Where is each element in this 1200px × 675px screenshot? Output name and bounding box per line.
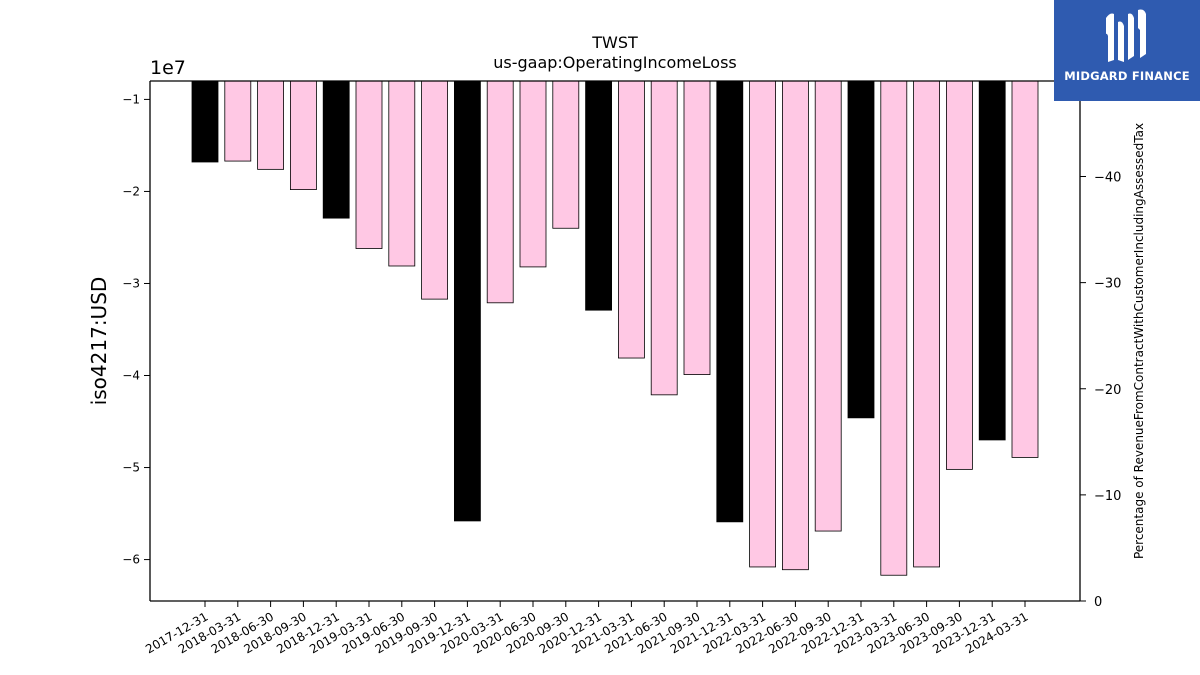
bar bbox=[585, 80, 612, 311]
y-axis-label: iso4217:USD bbox=[87, 277, 111, 406]
y-tick-label: −5 bbox=[122, 461, 140, 475]
logo: MIDGARD FINANCE bbox=[1054, 0, 1200, 101]
y-tick-label: −6 bbox=[122, 553, 140, 567]
bar bbox=[749, 80, 776, 568]
y2-axis-label: Percentage of RevenueFromContractWithCus… bbox=[1132, 123, 1146, 559]
bar bbox=[913, 80, 940, 568]
y2-tick-label: −20 bbox=[1094, 383, 1121, 398]
y-tick-label: −3 bbox=[122, 276, 140, 290]
bar bbox=[453, 80, 481, 522]
bar bbox=[191, 80, 219, 163]
y-tick-label: −4 bbox=[122, 369, 140, 383]
y-tick-label: −2 bbox=[122, 184, 140, 198]
bar bbox=[322, 80, 350, 219]
y2-tick-label: 0 bbox=[1094, 595, 1102, 610]
bar bbox=[716, 80, 744, 523]
bar bbox=[421, 80, 449, 300]
bar bbox=[355, 80, 383, 249]
bar bbox=[978, 80, 1006, 441]
bar bbox=[519, 80, 547, 268]
bar bbox=[618, 80, 645, 359]
y2-tick-label: −30 bbox=[1094, 277, 1121, 292]
chart-subtitle: us-gaap:OperatingIncomeLoss bbox=[493, 53, 737, 72]
bar bbox=[257, 80, 285, 170]
bar bbox=[847, 80, 875, 419]
bars bbox=[191, 80, 1039, 576]
bar bbox=[814, 80, 842, 532]
bar bbox=[650, 80, 678, 396]
y-tick-label: −1 bbox=[122, 92, 140, 106]
logo-mark-icon bbox=[1106, 9, 1146, 62]
y2-tick-label: −10 bbox=[1094, 489, 1121, 504]
bar bbox=[224, 80, 252, 162]
bar bbox=[683, 80, 711, 375]
bar bbox=[486, 80, 514, 304]
bar bbox=[552, 80, 580, 229]
bar bbox=[782, 80, 809, 571]
bar bbox=[289, 80, 317, 191]
bar bbox=[388, 80, 416, 267]
bar bbox=[1011, 80, 1039, 458]
bar bbox=[880, 80, 908, 576]
bar bbox=[946, 80, 973, 470]
y-offset-text: 1e7 bbox=[150, 57, 186, 79]
chart-title: TWST bbox=[591, 33, 638, 52]
y2-tick-label: −40 bbox=[1094, 171, 1121, 186]
logo-text: MIDGARD FINANCE bbox=[1064, 69, 1190, 83]
